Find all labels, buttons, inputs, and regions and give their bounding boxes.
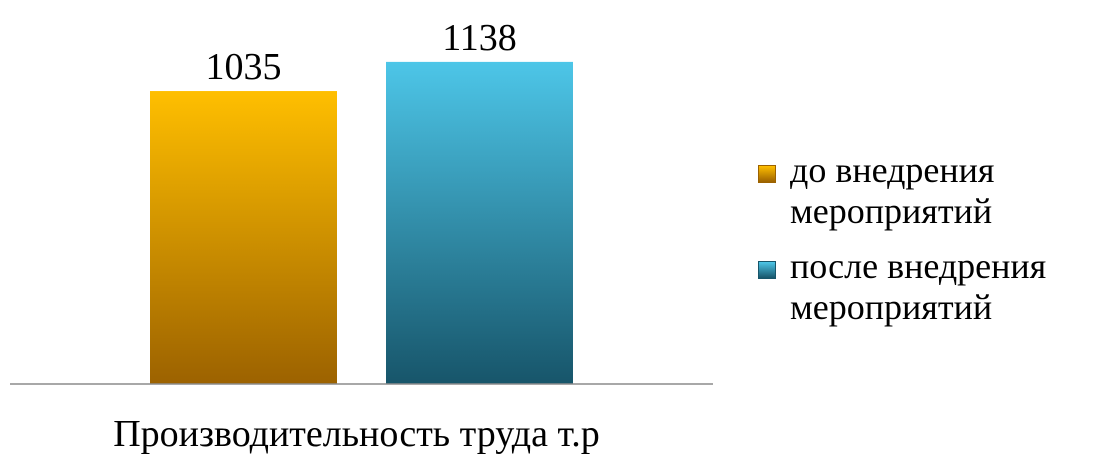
data-label-before: 1035 [206, 46, 282, 88]
legend: до внедрения мероприятий после внедрения… [748, 150, 1093, 342]
data-label-after: 1138 [442, 17, 517, 59]
legend-label-after-line-2: мероприятий [790, 287, 993, 327]
x-axis-category-label: Производительность труда т.р [113, 413, 600, 455]
legend-item-before: до внедрения мероприятий [748, 150, 1093, 232]
legend-label-after-line-1: после внедрения [790, 246, 1047, 286]
legend-label-before-line-1: до внедрения [790, 150, 995, 190]
bars-layer [150, 61, 573, 385]
legend-label-before-line-2: мероприятий [790, 191, 993, 231]
legend-swatch-before [758, 165, 776, 183]
legend-swatch-after [758, 261, 776, 279]
bar-after [386, 61, 573, 385]
bar-before [150, 91, 337, 385]
data-labels-layer: 1035 1138 [206, 17, 517, 88]
legend-item-after: после внедрения мероприятий [748, 246, 1093, 328]
